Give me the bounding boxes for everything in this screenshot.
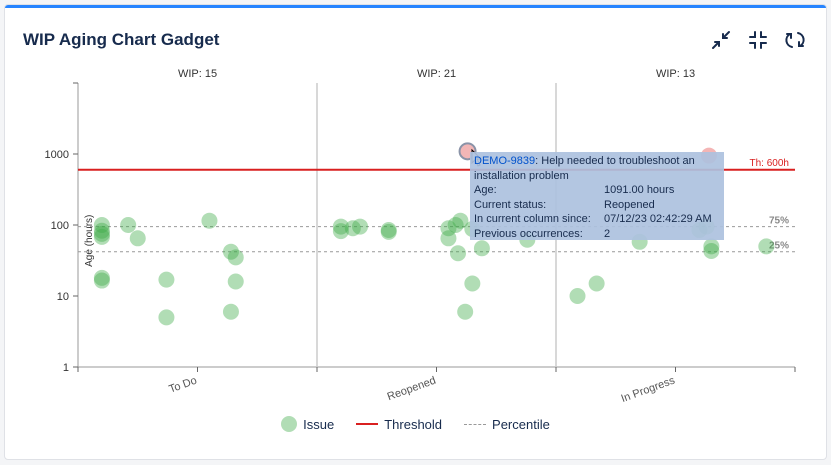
threshold-label: Th: 600h	[750, 158, 789, 169]
data-point	[158, 271, 175, 288]
y-tick-label: 1	[63, 362, 69, 374]
gadget-title: WIP Aging Chart Gadget	[23, 30, 220, 49]
legend-issue-label: Issue	[303, 416, 335, 432]
data-point	[93, 217, 110, 233]
data-point	[93, 222, 110, 239]
data-point	[588, 275, 605, 292]
data-point	[222, 243, 239, 260]
data-point	[380, 223, 397, 240]
data-point	[227, 273, 244, 290]
data-point	[380, 222, 397, 239]
y-tick-label: 1000	[45, 149, 69, 161]
tooltip-row: In current column since: 07/12/23 02:42:2…	[474, 212, 712, 227]
data-point	[440, 230, 457, 247]
data-point	[120, 217, 137, 233]
percentile-label: 75%	[769, 216, 789, 227]
issue-tooltip: DEMO-9839: Help needed to troubleshoot a…	[470, 152, 724, 240]
data-point	[440, 220, 457, 237]
x-tick-label: Reopened	[386, 375, 438, 404]
y-tick-label: 10	[57, 291, 69, 303]
tooltip-value: 1091.00 hours	[604, 184, 675, 196]
data-point	[450, 245, 467, 262]
y-axis-label: Age (hours)	[84, 215, 95, 267]
data-point	[158, 309, 175, 326]
issue-marker-icon	[281, 416, 298, 432]
minimize-icon[interactable]	[710, 29, 732, 51]
data-point	[129, 230, 146, 247]
data-point	[93, 272, 110, 289]
x-tick-label: To Do	[167, 375, 198, 396]
accent-bar	[5, 5, 826, 8]
data-point	[447, 217, 464, 233]
tooltip-row: Previous occurrences: 2	[474, 227, 712, 242]
percentile-label: 25%	[769, 241, 789, 252]
tooltip-row: Current status: Reopened	[474, 198, 712, 213]
collapse-icon[interactable]	[747, 29, 769, 51]
points-layer	[93, 142, 775, 326]
legend-percentile-label: Percentile	[492, 416, 550, 432]
data-point	[332, 223, 349, 240]
wip-label: WIP: 21	[417, 68, 456, 80]
wip-label: WIP: 13	[656, 68, 695, 80]
tooltip-label: In current column since:	[474, 213, 591, 225]
data-point	[201, 212, 218, 229]
x-tick-label: In Progress	[620, 374, 677, 405]
gadget-toolbar	[710, 29, 806, 51]
tooltip-label: Age:	[474, 184, 497, 196]
tooltip-value: Reopened	[604, 198, 655, 211]
tooltip-summary: : Help needed to troubleshoot an install…	[474, 155, 695, 182]
data-point	[703, 238, 720, 255]
legend-percentile[interactable]: Percentile	[464, 417, 550, 432]
legend-threshold-label: Threshold	[384, 416, 443, 432]
data-point	[457, 303, 474, 320]
tooltip-label: Current status:	[474, 198, 547, 211]
data-point	[222, 303, 239, 320]
data-point	[473, 240, 490, 257]
tooltip-details: Age: 1091.00 hours Current status: Reopene…	[474, 183, 712, 241]
data-point	[452, 212, 469, 229]
data-point	[332, 218, 349, 235]
percentile-line-icon	[464, 423, 487, 425]
data-point	[569, 288, 586, 304]
refresh-icon[interactable]	[784, 29, 806, 51]
legend-issue[interactable]: Issue	[281, 416, 334, 432]
data-point	[703, 243, 720, 260]
data-point	[227, 249, 244, 266]
chart-legend: Issue Threshold Percentile	[0, 416, 831, 432]
threshold-line-icon	[356, 423, 379, 425]
data-point	[758, 238, 775, 255]
tooltip-issue-key[interactable]: DEMO-9839	[474, 155, 536, 167]
legend-threshold[interactable]: Threshold	[356, 417, 442, 432]
data-point	[93, 269, 110, 286]
tooltip-label: Previous occurrences:	[474, 227, 583, 240]
wip-label: WIP: 15	[178, 68, 217, 80]
data-point	[93, 228, 110, 245]
data-point	[93, 225, 110, 242]
data-point	[344, 220, 361, 237]
y-tick-label: 100	[51, 220, 69, 232]
data-point	[352, 218, 369, 235]
tooltip-value: 07/12/23 02:42:29 AM	[604, 213, 712, 225]
data-point	[464, 275, 481, 292]
tooltip-row: Age: 1091.00 hours	[474, 183, 712, 198]
tooltip-value: 2	[604, 227, 611, 240]
